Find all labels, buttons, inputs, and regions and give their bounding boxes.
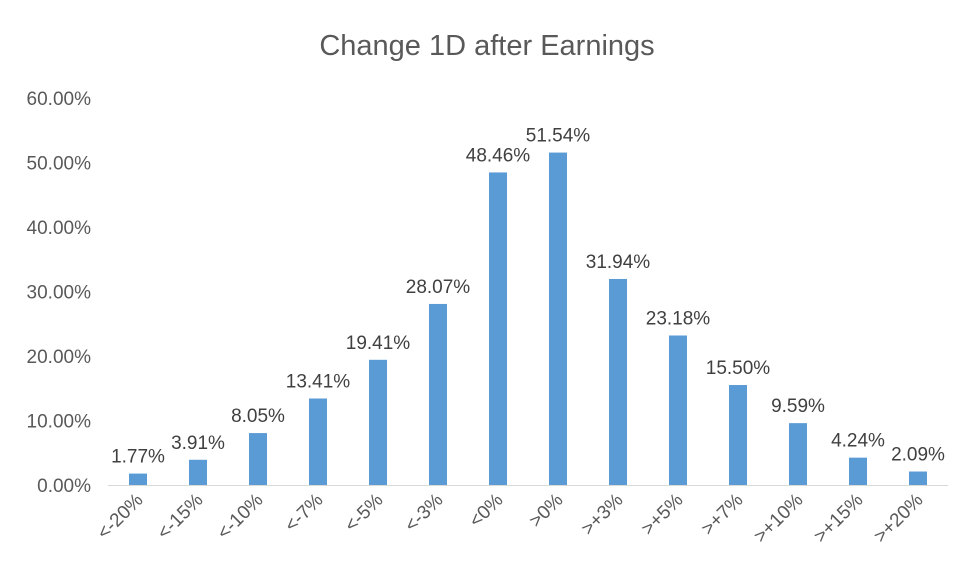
x-tick-label: <-10% bbox=[213, 490, 267, 544]
x-tick-label: >+3% bbox=[578, 490, 628, 540]
x-tick-label: <-3% bbox=[401, 490, 448, 537]
bar bbox=[429, 303, 447, 485]
y-tick-label: 50.00% bbox=[27, 154, 92, 175]
y-tick-label: 60.00% bbox=[27, 89, 92, 110]
x-tick-label: <-5% bbox=[341, 490, 388, 537]
data-label: 51.54% bbox=[526, 126, 591, 147]
bars-group bbox=[129, 152, 927, 486]
bar bbox=[909, 471, 927, 485]
x-tick-label: >+15% bbox=[810, 490, 868, 548]
bar bbox=[729, 385, 747, 485]
data-label: 31.94% bbox=[586, 252, 651, 273]
data-label: 13.41% bbox=[286, 372, 351, 393]
bar bbox=[549, 152, 567, 485]
data-label: 2.09% bbox=[891, 445, 945, 466]
bar bbox=[849, 457, 867, 485]
x-tick-label: >+7% bbox=[698, 490, 748, 540]
y-tick-label: 10.00% bbox=[27, 412, 92, 433]
bar bbox=[669, 335, 687, 485]
bar bbox=[369, 359, 387, 485]
x-tick-label: <-20% bbox=[93, 490, 147, 544]
bar bbox=[309, 398, 327, 485]
bar bbox=[789, 423, 807, 485]
data-label: 3.91% bbox=[171, 433, 225, 454]
x-tick-label: >0% bbox=[525, 490, 567, 532]
x-tick-label: <-7% bbox=[281, 490, 328, 537]
data-label: 48.46% bbox=[466, 145, 531, 166]
y-tick-label: 20.00% bbox=[27, 347, 92, 368]
x-tick-label: >+10% bbox=[750, 490, 808, 548]
chart-title: Change 1D after Earnings bbox=[319, 30, 654, 62]
x-tick-label: <0% bbox=[465, 490, 507, 532]
data-label: 28.07% bbox=[406, 277, 471, 298]
y-axis: 0.00% 10.00% 20.00% 30.00% 40.00% 50.00% 60.00… bbox=[27, 89, 92, 497]
data-label: 8.05% bbox=[231, 406, 285, 427]
bar bbox=[129, 473, 147, 485]
x-tick-label: <-15% bbox=[153, 490, 207, 544]
y-tick-label: 40.00% bbox=[27, 218, 92, 239]
data-label: 4.24% bbox=[831, 431, 885, 452]
bar bbox=[249, 433, 267, 485]
x-axis: <-20% <-15% <-10% <-7% <-5% <-3% <0% >0% >+3% >+5… bbox=[93, 485, 948, 548]
data-labels-group: 1.77% 3.91% 8.05%13.41% 19.41% 28.07% 48.46%5… bbox=[111, 126, 945, 468]
bar bbox=[609, 278, 627, 485]
y-tick-label: 30.00% bbox=[27, 283, 92, 304]
data-label: 15.50% bbox=[706, 358, 771, 379]
data-label: 1.77% bbox=[111, 447, 165, 468]
bar bbox=[189, 459, 207, 485]
y-tick-label: 0.00% bbox=[37, 476, 91, 497]
bar bbox=[489, 172, 507, 486]
data-label: 19.41% bbox=[346, 333, 411, 354]
data-label: 23.18% bbox=[646, 308, 711, 329]
data-label: 9.59% bbox=[771, 396, 825, 417]
x-tick-label: >+5% bbox=[638, 490, 688, 540]
x-tick-label: >+20% bbox=[870, 490, 928, 548]
